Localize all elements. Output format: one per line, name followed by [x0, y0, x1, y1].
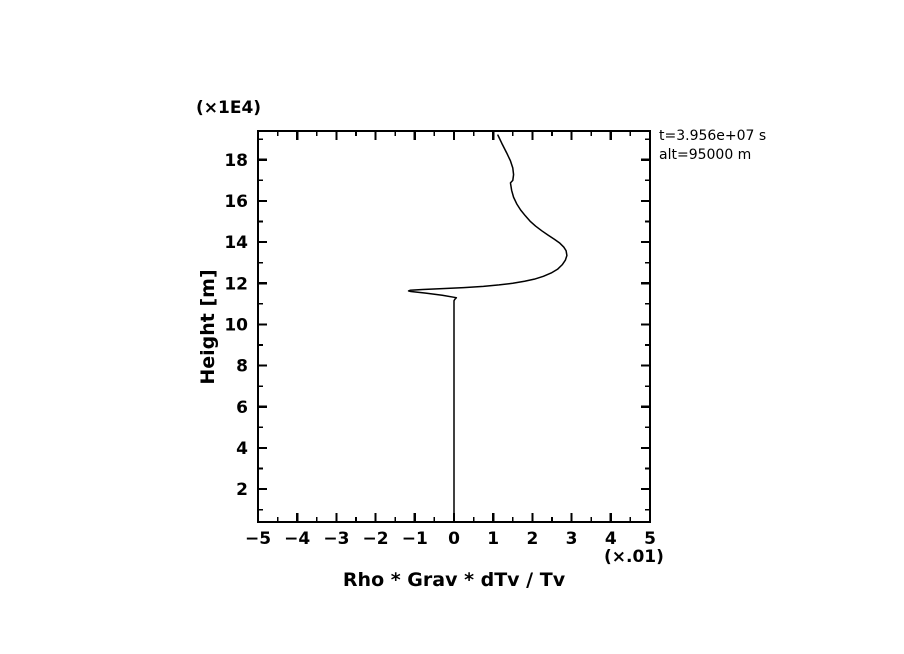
x-tick-label: −3 [323, 529, 349, 549]
time-annotation: t=3.956e+07 s [659, 128, 766, 144]
x-tick-label: −1 [402, 529, 428, 549]
x-tick-label: 2 [526, 529, 538, 549]
x-axis-title: Rho * Grav * dTv / Tv [343, 569, 566, 591]
data-curve-rho-grav-dtv-tv [407, 134, 568, 522]
y-axis-multiplier-label: (×1E4) [196, 98, 261, 118]
y-tick-label: 14 [224, 233, 248, 253]
x-tick-label: −2 [363, 529, 389, 549]
altitude-annotation: alt=95000 m [659, 147, 751, 163]
y-axis-title: Height [m] [197, 269, 219, 384]
x-tick-label: 3 [566, 529, 578, 549]
x-tick-labels: −5 −4 −3 −2 −1 0 1 2 3 4 5 [245, 529, 656, 549]
x-tick-label: 1 [487, 529, 499, 549]
y-tick-label: 12 [224, 274, 248, 294]
x-axis-multiplier-label: (×.01) [604, 547, 664, 567]
y-tick-label: 16 [224, 192, 248, 212]
y-tick-label: 4 [236, 439, 248, 459]
axis-ticks [256, 131, 652, 522]
x-tick-label: −4 [284, 529, 310, 549]
y-tick-label: 2 [236, 480, 248, 500]
y-tick-label: 8 [236, 357, 248, 377]
y-tick-label: 6 [236, 398, 248, 418]
x-tick-label: 0 [448, 529, 460, 549]
x-tick-label: 5 [644, 529, 656, 549]
y-tick-labels: 2 4 6 8 10 12 14 16 18 [224, 151, 248, 500]
x-tick-label: 4 [605, 529, 617, 549]
y-tick-label: 10 [224, 315, 248, 335]
x-tick-label: −5 [245, 529, 271, 549]
y-tick-label: 18 [224, 151, 248, 171]
